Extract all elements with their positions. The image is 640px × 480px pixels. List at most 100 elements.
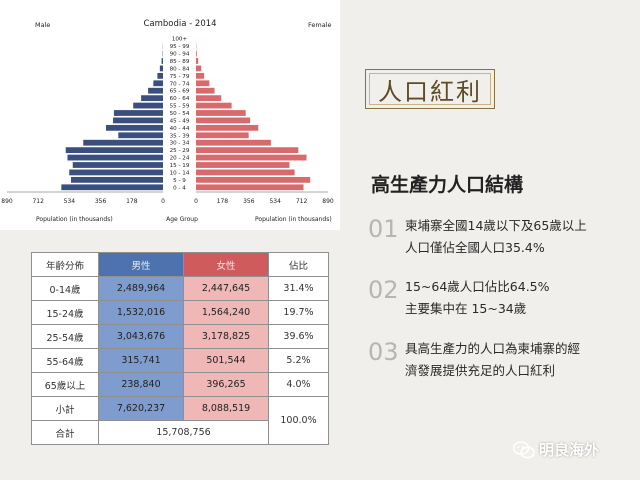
- table-row: 15-24歲 1,532,016 1,564,240 19.7%: [31, 300, 329, 325]
- age-group-label: 95 - 99: [170, 44, 190, 50]
- male-bar: [133, 102, 163, 109]
- age-group-label: 25 - 29: [170, 148, 190, 154]
- age-group-label: 0 - 4: [173, 185, 186, 191]
- female-bar: [196, 176, 311, 183]
- share-cell: 5.2%: [268, 348, 329, 373]
- female-bar: [196, 154, 307, 161]
- male-bar: [157, 72, 163, 79]
- subtotal-male: 7,620,237: [98, 396, 184, 421]
- female-bar: [196, 87, 215, 94]
- header-male: 男性: [98, 252, 184, 277]
- female-bar: [196, 139, 271, 146]
- x-tick-label: 534: [64, 198, 76, 205]
- share-cell: 19.7%: [268, 300, 329, 325]
- subtotal-female: 8,088,519: [183, 396, 269, 421]
- age-group-label: 60 - 64: [170, 96, 190, 102]
- male-cell: 1,532,016: [98, 300, 184, 325]
- male-bar: [159, 65, 163, 72]
- female-bar: [196, 95, 222, 102]
- male-bar: [69, 169, 163, 176]
- female-bar: [196, 147, 299, 154]
- point-number: 02: [368, 276, 399, 304]
- age-cell: 55-64歲: [31, 348, 99, 373]
- age-cell: 0-14歲: [31, 276, 99, 301]
- male-bar: [67, 154, 163, 161]
- age-cell: 25-54歲: [31, 324, 99, 349]
- female-bar: [196, 110, 246, 116]
- demographic-dividend-badge: 人口紅利: [365, 69, 495, 109]
- table-row: 55-64歲 315,741 501,544 5.2%: [31, 348, 329, 373]
- male-cell: 238,840: [98, 372, 184, 397]
- x-tick-label: 712: [296, 198, 308, 205]
- male-cell: 315,741: [98, 348, 184, 373]
- age-group-label: 10 - 14: [170, 170, 190, 176]
- x-tick-label: 178: [217, 198, 229, 205]
- share-cell: 31.4%: [268, 276, 329, 301]
- subtotal-label: 小計: [31, 396, 99, 421]
- female-cell: 396,265: [183, 372, 269, 397]
- age-group-label: 45 - 49: [170, 118, 190, 124]
- subtotal-row: 小計 7,620,237 8,088,519 100.0%: [31, 396, 329, 445]
- x-tick-label: 356: [95, 198, 107, 205]
- total-row: 合計 15,708,756: [31, 420, 329, 445]
- header-female: 女性: [183, 252, 269, 277]
- male-bar: [141, 95, 163, 102]
- table-row: 25-54歲 3,043,676 3,178,825 39.6%: [31, 324, 329, 349]
- table-header-row: 年齡分佈 男性 女性 佔比: [31, 252, 329, 277]
- age-group-label: 75 - 79: [170, 74, 190, 80]
- wechat-icon: [513, 440, 535, 458]
- female-bar: [196, 65, 202, 72]
- age-group-label: 85 - 89: [170, 59, 190, 65]
- male-bar: [61, 184, 163, 191]
- x-tick-label: 890: [322, 198, 334, 205]
- point-number: 03: [368, 338, 399, 366]
- point-text: 具高生產力的人口為柬埔寨的經 濟發展提供充足的人口紅利: [405, 341, 581, 378]
- point-number: 01: [368, 215, 399, 243]
- male-bar: [148, 87, 163, 94]
- female-cell: 1,564,240: [183, 300, 269, 325]
- x-axis-label-right: Population (in thousands): [255, 216, 332, 223]
- age-group-label: 30 - 34: [170, 141, 190, 147]
- age-group-label: 55 - 59: [170, 104, 190, 110]
- male-bar: [70, 176, 163, 183]
- age-group-label: 100+: [172, 37, 188, 43]
- age-cell: 15-24歲: [31, 300, 99, 325]
- male-bar: [161, 58, 163, 64]
- male-bar: [113, 110, 163, 116]
- age-group-label: 20 - 24: [170, 156, 190, 162]
- total-label: 合計: [31, 420, 99, 445]
- x-axis-label-center: Age Group: [166, 216, 198, 223]
- male-bar: [153, 80, 163, 87]
- total-value: 15,708,756: [98, 420, 269, 445]
- female-bar: [196, 184, 304, 191]
- female-bar: [196, 117, 251, 124]
- watermark-text: 明良海外: [539, 441, 600, 459]
- male-bar: [106, 124, 163, 131]
- age-group-label: 40 - 44: [170, 126, 190, 132]
- age-group-label: 35 - 39: [170, 133, 190, 139]
- x-tick-label: 0: [161, 198, 165, 205]
- x-tick-label: 890: [1, 198, 13, 205]
- male-bar: [113, 117, 163, 124]
- age-group-label: 15 - 19: [170, 163, 190, 169]
- female-bar: [196, 80, 210, 87]
- section-title: 高生產力人口結構: [371, 174, 524, 196]
- male-cell: 2,489,964: [98, 276, 184, 301]
- watermark: 明良海外: [513, 439, 599, 460]
- male-bar: [65, 147, 163, 154]
- age-group-label: 80 - 84: [170, 66, 190, 72]
- x-axis-label-left: Population (in thousands): [36, 216, 113, 223]
- female-bar: [196, 132, 249, 139]
- female-cell: 2,447,645: [183, 276, 269, 301]
- female-bar: [196, 162, 290, 168]
- male-side-label: Male: [35, 21, 50, 29]
- age-group-label: 90 - 94: [170, 52, 190, 58]
- population-table: 年齡分佈 男性 女性 佔比 0-14歲 2,489,964 2,447,645 …: [31, 252, 329, 445]
- header-share: 佔比: [268, 252, 329, 277]
- female-bar: [196, 58, 199, 64]
- table-row: 0-14歲 2,489,964 2,447,645 31.4%: [31, 276, 329, 301]
- share-cell: 39.6%: [268, 324, 329, 349]
- table-row: 65歲以上 238,840 396,265 4.0%: [31, 372, 329, 397]
- total-share: 100.0%: [268, 396, 329, 445]
